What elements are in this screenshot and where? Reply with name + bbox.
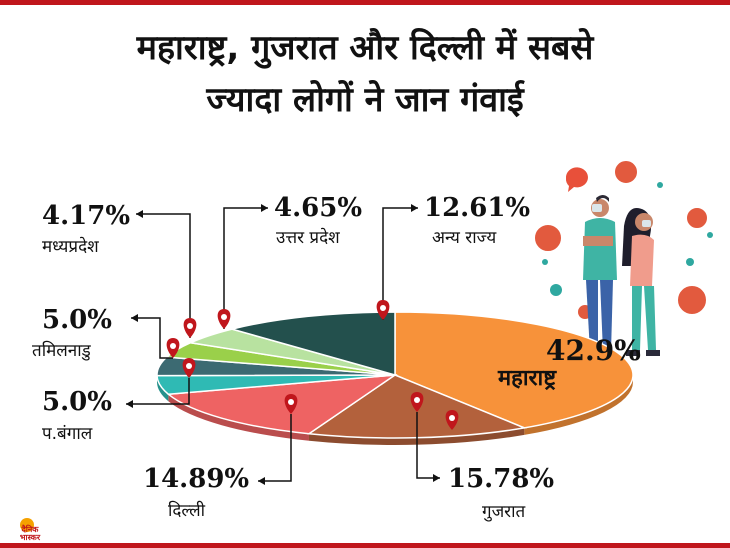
leader-lines bbox=[126, 204, 459, 485]
arrow-head-icon bbox=[433, 474, 440, 482]
leader-line bbox=[382, 207, 418, 320]
leader-line bbox=[223, 207, 268, 329]
slice-value-label: 15.78% bbox=[448, 464, 554, 494]
chart-title: महाराष्ट्र, गुजरात और दिल्ली में सबसे ज्… bbox=[0, 22, 730, 126]
arrow-head-icon bbox=[411, 204, 418, 212]
arrow-head-icon bbox=[136, 210, 143, 218]
leader-line bbox=[258, 414, 292, 482]
pie-slice-side bbox=[157, 375, 169, 402]
slice-value-label: 5.0% bbox=[42, 305, 112, 335]
slice-category-label: महाराष्ट्र bbox=[497, 366, 557, 391]
arrow-head-icon bbox=[258, 477, 265, 485]
slice-category-label: गुजरात bbox=[482, 502, 526, 522]
map-pin-icon bbox=[376, 300, 390, 320]
title-line-1: महाराष्ट्र, गुजरात और दिल्ली में सबसे bbox=[136, 28, 594, 68]
leader-line bbox=[416, 412, 440, 479]
slice-value-label: 14.89% bbox=[143, 464, 249, 494]
slice-category-label: प.बंगाल bbox=[42, 424, 93, 444]
leader-line bbox=[131, 317, 173, 359]
slice-category-label: दिल्ली bbox=[168, 500, 206, 521]
logo-text: दैनिक भास्कर bbox=[19, 525, 41, 542]
arrow-head-icon bbox=[126, 400, 133, 408]
slice-labels: 42.9%महाराष्ट्र 15.78% गुजरात 14.89% दिल्ली 5… bbox=[32, 193, 641, 522]
woman-figure-icon bbox=[622, 208, 660, 356]
slice-category-label: मध्यप्रदेश bbox=[42, 236, 99, 257]
speech-bubble-icon bbox=[565, 167, 588, 192]
map-pin-icon bbox=[445, 410, 459, 430]
leader-line bbox=[136, 213, 191, 338]
arrow-head-icon bbox=[261, 204, 268, 212]
slice-value-label: 5.0% bbox=[42, 387, 112, 417]
map-pin-icon bbox=[410, 392, 424, 412]
map-pin-icon bbox=[183, 318, 197, 338]
people-with-masks-illustration bbox=[535, 161, 713, 358]
pie-slice-side bbox=[168, 394, 309, 441]
virus-icon bbox=[535, 161, 707, 319]
title-line-2: ज्यादा लोगों ने जान गंवाई bbox=[206, 80, 524, 120]
map-pin-icon bbox=[182, 358, 196, 378]
slice-category-label: अन्य राज्य bbox=[432, 228, 497, 248]
slice-category-label: तमिलनाडु bbox=[32, 340, 92, 361]
pie-layer bbox=[156, 311, 634, 446]
map-pin-icon bbox=[284, 394, 298, 414]
slice-category-label: उत्तर प्रदेश bbox=[276, 227, 340, 248]
virus-icon-small bbox=[542, 182, 713, 296]
slice-value-label: 4.65% bbox=[274, 193, 362, 223]
pie-slice-side bbox=[524, 375, 633, 435]
slice-value-label: 4.17% bbox=[42, 201, 130, 231]
dainik-bhaskar-logo: दैनिक भास्कर bbox=[8, 518, 48, 542]
slice-value-label: 12.61% bbox=[424, 193, 530, 223]
leader-line bbox=[126, 378, 190, 405]
map-pin-icon bbox=[166, 338, 180, 358]
slice-value-label: 42.9% bbox=[546, 334, 641, 367]
pie-slice-side bbox=[308, 427, 525, 446]
arrow-head-icon bbox=[131, 314, 138, 322]
sun-icon bbox=[20, 518, 34, 532]
map-pin-icon bbox=[217, 309, 231, 329]
man-figure-icon bbox=[580, 195, 617, 358]
